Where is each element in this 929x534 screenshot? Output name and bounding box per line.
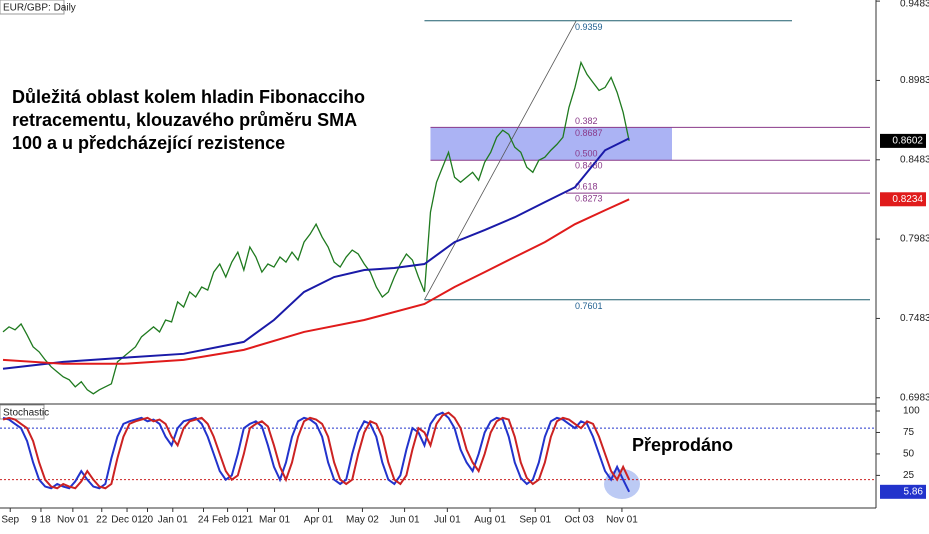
annotation: Důležitá oblast kolem hladin Fibonacciho [12, 87, 365, 107]
y-tick-label: 0.8483 [900, 154, 929, 165]
y-tick-label: 0.7483 [900, 313, 929, 324]
stoch-title-box [0, 404, 45, 420]
x-tick-label: Sep 01 [519, 515, 551, 526]
y-tick-label: 100 [903, 406, 920, 417]
last-value-box [880, 133, 926, 148]
last-value-box [880, 192, 926, 207]
x-tick-label: 22 [96, 515, 108, 526]
x-tick-label: Jul 01 [434, 515, 461, 526]
last-value-label: 0.8602 [892, 136, 923, 147]
x-tick-label: 21 [242, 515, 254, 526]
fib-price-label: 0.8273 [575, 193, 603, 203]
y-tick-label: 0.8983 [900, 75, 929, 86]
x-tick-label: 9 18 [31, 515, 51, 526]
price-line [2, 198, 630, 365]
chart-title: EUR/GBP: Daily [3, 3, 76, 14]
y-tick-label: 0.6983 [900, 392, 929, 403]
fib-ratio-label: 0.500 [575, 149, 598, 159]
fib-zone [430, 127, 672, 161]
last-value-box [880, 484, 926, 499]
fib-price-label: 0.7601 [575, 301, 603, 311]
y-tick-label: 0.9483 [900, 0, 929, 10]
stoch-annotation: Přeprodáno [632, 435, 733, 455]
fib-price-label: 0.9359 [575, 22, 603, 32]
x-tick-label: May 02 [346, 515, 379, 526]
last-value-label: 5.86 [904, 486, 924, 497]
x-tick-label: Aug 01 [474, 515, 506, 526]
x-tick-label: Nov 01 [57, 515, 89, 526]
x-tick-label: Sep [1, 515, 19, 526]
annotation: retracementu, klouzavého průměru SMA [12, 110, 357, 130]
x-tick-label: 20 [142, 515, 154, 526]
oversold-highlight [604, 469, 640, 499]
x-tick-label: Oct 03 [564, 515, 594, 526]
x-tick-label: Jan 01 [158, 515, 188, 526]
stoch-line [2, 411, 631, 493]
x-tick-label: Nov 01 [606, 515, 638, 526]
stoch-line [2, 411, 631, 490]
fib-ratio-label: 0.618 [575, 181, 598, 191]
x-tick-label: 24 [198, 515, 210, 526]
fib-ratio-label: 0.382 [575, 116, 598, 126]
y-tick-label: 75 [903, 427, 915, 438]
x-tick-label: Dec 01 [111, 515, 143, 526]
title-box [0, 0, 65, 15]
fib-price-label: 0.8480 [575, 161, 603, 171]
y-tick-label: 50 [903, 449, 915, 460]
price-line [2, 137, 630, 370]
x-tick-label: Mar 01 [259, 515, 291, 526]
last-value-label: 0.8234 [892, 194, 923, 205]
y-tick-label: 0.7983 [900, 234, 929, 245]
annotation: 100 a u předcházející rezistence [12, 133, 285, 153]
x-tick-label: Jun 01 [390, 515, 420, 526]
y-tick-label: 25 [903, 470, 915, 481]
price-line [2, 60, 630, 395]
stoch-title: Stochastic [3, 408, 49, 419]
x-tick-label: Feb 01 [212, 515, 244, 526]
x-tick-label: Apr 01 [304, 515, 334, 526]
fib-price-label: 0.8687 [575, 128, 603, 138]
